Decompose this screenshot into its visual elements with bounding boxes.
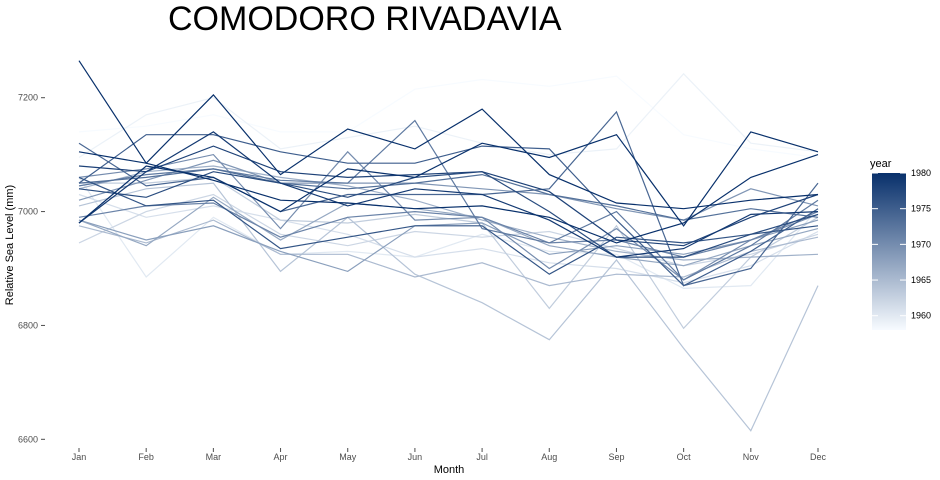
legend: year 1960 1965 1970 1975 1980 [870,158,931,330]
series-line-1982 [78,131,819,227]
series-line-1970 [78,150,819,281]
legend-tick-label: 1980 [911,168,931,178]
y-tick-label: 6800 [18,320,38,330]
legend-tick-label: 1970 [911,239,931,249]
series-layer [78,60,819,432]
x-tick-label: Jun [408,452,423,462]
legend-title: year [870,158,892,170]
legend-ticks: 1960 1965 1970 1975 1980 [872,168,931,321]
legend-tick-label: 1960 [911,311,931,321]
y-tick-label: 7200 [18,93,38,103]
x-tick-label: Mar [206,452,222,462]
x-tick-label: Aug [541,452,557,462]
series-line-1958 [78,75,819,159]
x-tick-label: Sep [608,452,624,462]
series-line-1967 [78,196,819,267]
series-line-1966 [78,165,819,261]
series-line-1962 [78,193,819,267]
y-tick-label: 7000 [18,207,38,217]
series-line-1969 [78,159,819,221]
series-line-1960 [78,177,819,290]
x-tick-label: Dec [810,452,827,462]
series-line-1975 [78,134,819,287]
series-line-1980 [78,151,819,244]
series-line-1971 [78,202,819,258]
series-line-1973 [78,168,819,221]
x-tick-label: Feb [138,452,154,462]
legend-tick-label: 1965 [911,275,931,285]
series-line-1964 [78,182,819,432]
series-line-1968 [78,219,819,273]
x-axis-title: Month [434,464,465,476]
x-tick-label: Apr [274,452,288,462]
series-line-1959 [78,72,819,159]
series-line-1979 [78,131,819,258]
y-axis: 6600 6800 7000 7200 [18,93,45,444]
series-line-1981 [78,60,819,210]
legend-tick-label: 1975 [911,204,931,214]
x-tick-label: Jul [476,452,488,462]
series-line-1974 [78,110,819,287]
x-tick-label: Nov [743,452,760,462]
series-line-1978 [78,145,819,247]
x-axis: Jan Feb Mar Apr May Jun Jul Aug Sep Oct Nov Dec [72,448,827,462]
y-axis-title: Relative Sea Level (mm) [4,185,16,305]
x-tick-label: May [339,452,357,462]
y-tick-label: 6600 [18,434,38,444]
x-tick-label: Jan [72,452,87,462]
chart-title: COMODORO RIVADAVIA [168,0,562,38]
x-tick-label: Oct [677,452,692,462]
legend-colorbar [872,173,906,330]
